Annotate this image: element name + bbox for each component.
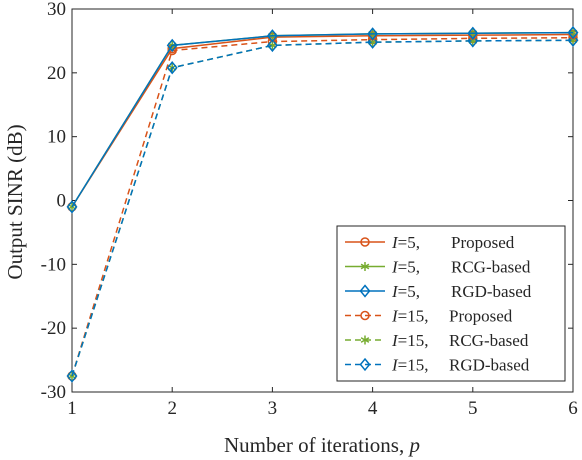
- legend-marker: [359, 284, 371, 298]
- legend-entry: I=5, RCG-based: [345, 258, 531, 277]
- legend-entry: I=5, Proposed: [345, 233, 515, 252]
- data-point: [367, 27, 379, 41]
- data-point: [166, 61, 178, 75]
- data-point: [66, 369, 78, 383]
- x-tick-label: 4: [368, 398, 378, 419]
- series-line: [71, 39, 574, 377]
- legend: I=5, Proposed I=5, RCG-based I=5, RGD-based I=…: [336, 225, 566, 382]
- series-line: [71, 31, 574, 208]
- data-point: [567, 25, 579, 40]
- x-tick-label: 6: [568, 398, 578, 419]
- series-6: [66, 33, 579, 383]
- series-line: [71, 33, 574, 208]
- y-tick-label: 10: [47, 127, 66, 148]
- plot-area: 1 2 3 4 5 6 -30 -20 -10 0 10 20 30: [41, 0, 579, 419]
- series-2: [67, 28, 578, 212]
- y-tick-label: 20: [47, 63, 66, 84]
- legend-entry: I=15, RCG-based: [345, 331, 529, 350]
- data-point: [367, 35, 379, 49]
- legend-marker: [359, 357, 371, 372]
- data-point: [467, 26, 479, 40]
- series-line: [71, 31, 574, 208]
- x-tick-label: 5: [468, 398, 478, 419]
- legend-box: [336, 225, 566, 382]
- y-axis-label: Output SINR (dB): [3, 124, 27, 279]
- legend-marker: [360, 262, 370, 271]
- x-tick-label: 3: [268, 398, 278, 419]
- data-point: [266, 38, 278, 53]
- legend-marker: [360, 237, 370, 247]
- legend-marker: [360, 310, 370, 321]
- x-axis-label: Number of iterations, p: [224, 433, 420, 457]
- legend-label: I=5, Proposed: [391, 233, 515, 252]
- data-point: [266, 29, 278, 43]
- legend-marker: [360, 335, 370, 345]
- y-tick-label: 30: [47, 0, 66, 20]
- y-tick-label: -30: [41, 382, 66, 403]
- series-line: [71, 36, 574, 377]
- legend-label: I=15, Proposed: [391, 307, 513, 326]
- x-tick-label: 2: [167, 398, 177, 419]
- legend-entry: I=15, Proposed: [345, 307, 513, 326]
- data-point: [66, 200, 78, 214]
- y-tick-label: 0: [57, 191, 67, 212]
- legend-label: I=5, RGD-based: [391, 282, 532, 301]
- legend-label: I=15, RGD-based: [391, 356, 530, 375]
- y-tick-label: -10: [41, 254, 66, 275]
- series-3: [66, 25, 579, 214]
- legend-label: I=5, RCG-based: [391, 258, 531, 277]
- data-point: [567, 33, 579, 47]
- legend-entry: I=15, RGD-based: [345, 356, 530, 375]
- x-tick-label: 1: [67, 398, 77, 419]
- legend-entry: I=5, RGD-based: [345, 282, 532, 301]
- series-1: [67, 29, 578, 212]
- data-point: [467, 34, 479, 48]
- data-point: [166, 38, 178, 53]
- legend-label: I=15, RCG-based: [391, 331, 529, 350]
- y-tick-label: -20: [41, 318, 66, 339]
